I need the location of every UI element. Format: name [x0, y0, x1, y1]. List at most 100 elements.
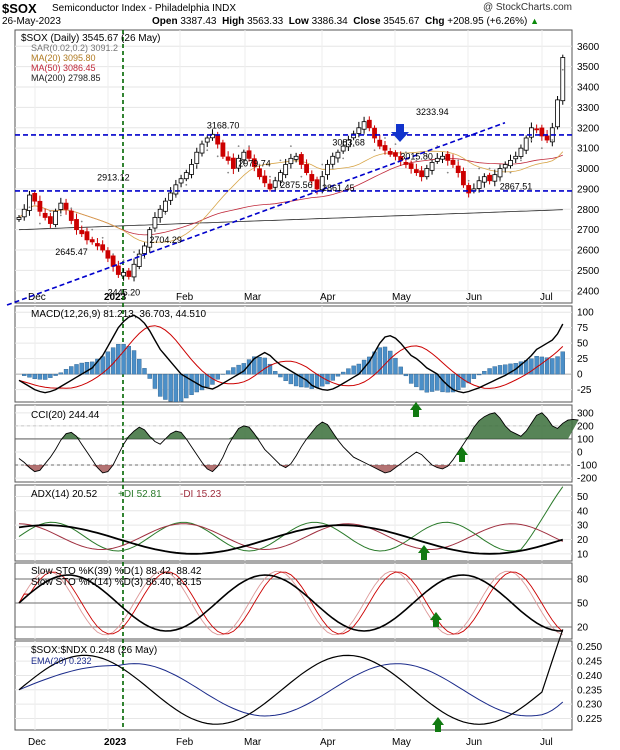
macd-histogram-bar	[173, 373, 179, 402]
macd-histogram-bar	[309, 373, 314, 389]
y-tick-label: 2600	[577, 246, 600, 257]
macd-histogram-bar	[555, 356, 560, 375]
sar-dot	[195, 163, 198, 166]
macd-histogram-bar	[503, 364, 508, 375]
pdi-title: +DI 52.81	[118, 489, 162, 500]
x-tick-label: Apr	[320, 737, 336, 748]
y-tick-label: 3200	[577, 123, 600, 134]
macd-histogram-bar	[152, 373, 158, 389]
sar-dot	[405, 151, 407, 154]
low-label: Low	[288, 16, 309, 27]
watermark: @ StockCharts.com	[483, 2, 572, 13]
candle-body	[152, 217, 158, 229]
candle-body	[89, 239, 95, 243]
candle-body	[74, 219, 79, 231]
macd-histogram-bar	[95, 358, 100, 375]
y-tick-label: 200	[577, 421, 594, 432]
macd-histogram-bar	[335, 373, 341, 377]
open-value: 3387.43	[180, 16, 217, 27]
x-tick-label: 2023	[104, 292, 127, 303]
macd-histogram-bar	[147, 373, 152, 379]
candle-body	[351, 133, 357, 139]
candle-body	[345, 139, 351, 148]
y-tick-label: 80	[577, 575, 589, 586]
sto39-k-line	[18, 574, 563, 632]
y-tick-label: 50	[577, 339, 589, 350]
candle-body	[445, 153, 451, 161]
sar-dot	[39, 222, 41, 225]
sar-dot	[331, 167, 334, 170]
close-value: 3545.67	[383, 16, 420, 27]
ratio-ema-line	[18, 663, 564, 717]
candle-body	[408, 163, 414, 169]
y-tick-label: 2700	[577, 225, 600, 236]
ratio-line	[18, 629, 564, 725]
x-tick-label: Jul	[540, 737, 553, 748]
macd-histogram-bar	[273, 371, 278, 375]
candle-body	[413, 169, 419, 174]
candle-body	[403, 162, 409, 165]
macd-histogram-bar	[32, 373, 37, 379]
candle-body	[47, 216, 53, 224]
macd-histogram-bar	[288, 373, 294, 385]
sar-dot	[59, 214, 62, 217]
price-annotation: 2979.74	[238, 159, 271, 169]
candle-body	[544, 135, 550, 141]
macd-histogram-bar	[550, 358, 555, 375]
sar-dot	[488, 167, 491, 170]
sar-dot	[551, 139, 554, 141]
candle-body	[136, 253, 142, 267]
sar-dot	[373, 149, 376, 152]
y-tick-label: 40	[577, 506, 589, 517]
candle-body	[236, 157, 242, 169]
macd-histogram-bar	[283, 373, 288, 382]
symbol-label: $SOX	[2, 1, 37, 16]
sar-dot	[80, 220, 83, 223]
macd-histogram-bar	[267, 363, 273, 375]
sar-dot	[415, 159, 418, 162]
candle-body	[393, 152, 398, 157]
candle-body	[523, 137, 529, 151]
macd-histogram-bar	[419, 373, 424, 391]
candle-body	[497, 168, 503, 178]
x-tick-label: Mar	[244, 292, 262, 303]
x-tick-label: Apr	[320, 292, 336, 303]
sar-dot	[174, 196, 177, 198]
macd-histogram-bar	[178, 373, 184, 402]
sar-dot	[101, 236, 104, 239]
price-title: $SOX (Daily) 3545.67 (26 May)	[21, 33, 161, 44]
y-tick-label: 0	[577, 370, 583, 381]
y-tick-label: 25	[577, 354, 589, 365]
macd-histogram-bar	[121, 343, 126, 375]
candle-body	[461, 170, 466, 186]
price-annotation: 2875.56	[280, 180, 313, 190]
macd-histogram-bar	[398, 366, 403, 375]
y-tick-label: 0.250	[577, 642, 602, 653]
candle-body	[110, 255, 116, 267]
macd-histogram-bar	[74, 364, 79, 375]
adx-title: ADX(14) 20.52	[31, 489, 98, 500]
candle-body	[419, 170, 425, 178]
price-annotation: 2704.29	[149, 235, 182, 245]
candle-body	[105, 250, 111, 259]
ohlc-readout: Open 3387.43 High 3563.33 Low 3386.34 Cl…	[152, 16, 539, 27]
cci-line	[18, 412, 579, 474]
macd-histogram-bar	[456, 373, 461, 391]
macd-histogram-bar	[351, 365, 356, 375]
macd-histogram-bar	[199, 373, 205, 391]
candle-body	[278, 172, 283, 182]
x-tick-label: Jul	[540, 292, 553, 303]
y-tick-label: -200	[577, 474, 597, 485]
macd-histogram-bar	[42, 373, 48, 380]
x-tick-label: Feb	[176, 292, 194, 303]
macd-histogram-bar	[278, 373, 283, 378]
x-tick-label: Feb	[176, 737, 194, 748]
candle-body	[283, 164, 289, 176]
sar-dot	[561, 68, 564, 71]
sar-dot	[143, 257, 146, 260]
candle-body	[199, 143, 205, 154]
sar-dot	[279, 159, 282, 162]
candle-body	[225, 156, 231, 161]
high-label: High	[222, 16, 245, 27]
sar-dot	[185, 183, 188, 186]
